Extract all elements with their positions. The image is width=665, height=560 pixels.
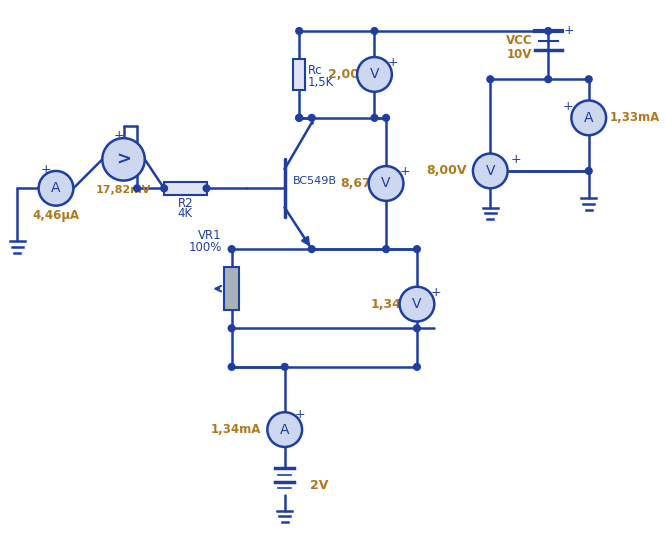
Text: 1,5K: 1,5K	[308, 76, 334, 88]
Text: A: A	[51, 181, 61, 195]
Text: +: +	[564, 25, 575, 38]
Circle shape	[296, 114, 303, 121]
Circle shape	[382, 114, 390, 121]
Circle shape	[414, 325, 420, 332]
Circle shape	[228, 325, 235, 332]
Text: 1,34mA: 1,34mA	[211, 423, 261, 436]
Text: +: +	[41, 162, 52, 175]
Text: VR1: VR1	[198, 229, 222, 242]
Text: 8,67V: 8,67V	[340, 177, 380, 190]
Circle shape	[309, 114, 315, 121]
Text: 8,00V: 8,00V	[427, 165, 467, 178]
Text: V: V	[412, 297, 422, 311]
Text: 1,33mA: 1,33mA	[610, 111, 660, 124]
Text: >: >	[116, 150, 131, 169]
Text: R2: R2	[178, 197, 193, 210]
Circle shape	[414, 246, 420, 253]
Circle shape	[134, 185, 140, 192]
Text: Rc: Rc	[308, 64, 323, 77]
Text: +: +	[562, 100, 573, 113]
Circle shape	[545, 27, 551, 34]
Circle shape	[228, 363, 235, 370]
Text: +: +	[388, 57, 398, 69]
Text: +: +	[400, 165, 410, 179]
Circle shape	[102, 138, 145, 180]
Text: +: +	[511, 153, 521, 166]
Circle shape	[545, 76, 551, 83]
Text: 2,00V: 2,00V	[328, 68, 368, 81]
Text: V: V	[370, 67, 379, 81]
Circle shape	[296, 27, 303, 34]
Circle shape	[39, 171, 73, 206]
Circle shape	[371, 114, 378, 121]
Text: BC549B: BC549B	[293, 176, 336, 185]
Circle shape	[281, 363, 288, 370]
Circle shape	[161, 185, 168, 192]
Circle shape	[309, 246, 315, 253]
Bar	[164, 182, 207, 194]
Text: 100%: 100%	[189, 241, 222, 254]
Text: 1,34V: 1,34V	[370, 297, 411, 311]
Circle shape	[203, 185, 210, 192]
Text: 4K: 4K	[178, 207, 193, 220]
Text: A: A	[584, 111, 593, 125]
Text: 17,82mV: 17,82mV	[96, 185, 151, 195]
Circle shape	[382, 246, 390, 253]
Circle shape	[228, 246, 235, 253]
Text: 4,46μA: 4,46μA	[33, 209, 80, 222]
Text: V: V	[485, 164, 495, 178]
Circle shape	[473, 153, 507, 188]
Circle shape	[267, 412, 302, 447]
Circle shape	[296, 114, 303, 121]
Circle shape	[368, 166, 404, 201]
Text: 10V: 10V	[507, 48, 532, 60]
Text: A: A	[280, 423, 289, 437]
Circle shape	[371, 27, 378, 34]
Bar	[293, 59, 305, 90]
Circle shape	[357, 57, 392, 92]
Text: VCC: VCC	[506, 34, 533, 47]
Circle shape	[414, 363, 420, 370]
Circle shape	[571, 100, 606, 135]
Circle shape	[585, 167, 592, 174]
Circle shape	[487, 76, 493, 83]
Text: 2V: 2V	[310, 479, 329, 492]
Text: +: +	[430, 286, 441, 299]
Text: +: +	[295, 408, 305, 421]
Bar	[224, 267, 239, 310]
Text: V: V	[381, 176, 391, 190]
Circle shape	[585, 76, 592, 83]
Text: +: +	[114, 129, 124, 142]
Circle shape	[400, 287, 434, 321]
